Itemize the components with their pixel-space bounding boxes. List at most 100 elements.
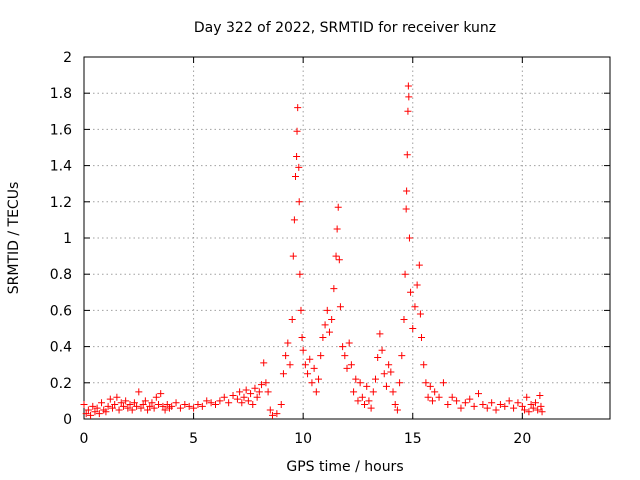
- y-tick-label: 0.2: [50, 376, 72, 392]
- data-point: [190, 404, 198, 412]
- data-point: [371, 375, 379, 383]
- data-point: [168, 402, 176, 410]
- data-point: [80, 401, 88, 409]
- data-point: [525, 408, 533, 416]
- data-point: [295, 163, 303, 171]
- data-point: [424, 393, 432, 401]
- data-point: [418, 334, 426, 342]
- data-point: [181, 401, 189, 409]
- data-point: [194, 401, 202, 409]
- data-point: [198, 402, 206, 410]
- data-point: [207, 399, 215, 407]
- data-point: [293, 127, 301, 135]
- data-point: [398, 352, 406, 360]
- data-point: [538, 408, 546, 416]
- data-point: [152, 393, 160, 401]
- data-point: [119, 402, 127, 410]
- data-point: [483, 404, 491, 412]
- data-point: [334, 203, 342, 211]
- data-point: [130, 399, 138, 407]
- data-point: [310, 364, 318, 372]
- data-points: [80, 82, 546, 419]
- y-axis-label: SRMTID / TECUs: [6, 182, 22, 295]
- data-point: [282, 352, 290, 360]
- y-tick-label: 1.2: [50, 195, 72, 211]
- data-point: [242, 386, 250, 394]
- data-point: [212, 401, 219, 409]
- data-point: [159, 402, 167, 410]
- data-point: [148, 399, 156, 407]
- data-point: [124, 404, 132, 412]
- chart-title: Day 322 of 2022, SRMTID for receiver kun…: [194, 20, 496, 36]
- data-point: [385, 361, 393, 369]
- data-point: [479, 401, 487, 409]
- data-point: [185, 402, 193, 410]
- data-point: [521, 406, 529, 414]
- data-point: [155, 401, 163, 409]
- data-point: [501, 402, 509, 410]
- data-point: [367, 404, 375, 412]
- data-point: [240, 393, 248, 401]
- data-point: [117, 399, 125, 407]
- data-point: [84, 406, 92, 414]
- data-point: [411, 303, 419, 311]
- data-point: [268, 411, 276, 419]
- data-point: [220, 393, 228, 401]
- data-point: [537, 402, 545, 410]
- data-point: [253, 393, 261, 401]
- data-point: [225, 399, 233, 407]
- data-point: [172, 399, 180, 407]
- data-point: [141, 397, 149, 405]
- data-point: [135, 388, 143, 396]
- data-point: [111, 401, 119, 409]
- data-point: [358, 393, 366, 401]
- data-point: [82, 410, 90, 418]
- data-point: [401, 270, 409, 278]
- data-point: [157, 390, 165, 398]
- data-point: [382, 382, 390, 390]
- x-tick-label: 15: [404, 431, 422, 447]
- data-point: [523, 393, 531, 401]
- data-point: [378, 346, 386, 354]
- data-point: [144, 406, 152, 414]
- data-point: [133, 402, 141, 410]
- data-point: [448, 393, 456, 401]
- x-axis-label: GPS time / hours: [286, 459, 403, 475]
- data-point: [89, 402, 97, 410]
- data-point: [376, 330, 384, 338]
- data-point: [299, 346, 307, 354]
- data-point: [115, 406, 123, 414]
- data-point: [439, 379, 447, 387]
- data-point: [369, 388, 377, 396]
- data-point: [288, 315, 296, 323]
- data-point: [126, 401, 134, 409]
- data-point: [104, 402, 112, 410]
- data-point: [420, 361, 428, 369]
- data-point: [266, 406, 274, 414]
- data-point: [247, 390, 255, 398]
- data-point: [534, 406, 542, 414]
- data-point: [529, 404, 537, 412]
- data-point: [255, 388, 263, 396]
- data-point: [87, 411, 95, 419]
- data-point: [531, 399, 539, 407]
- data-point: [297, 306, 305, 314]
- y-tick-label: 1.4: [50, 159, 72, 175]
- data-point: [361, 401, 369, 409]
- grid-lines: [84, 57, 610, 419]
- data-point: [306, 355, 314, 363]
- data-point: [296, 270, 304, 278]
- y-tick-label: 0.4: [50, 340, 72, 356]
- y-tick-label: 1.8: [50, 86, 72, 102]
- data-point: [216, 397, 224, 405]
- data-point: [122, 397, 130, 405]
- data-point: [93, 404, 101, 412]
- data-point: [298, 334, 306, 342]
- y-tick-label: 0: [63, 412, 72, 428]
- data-point: [262, 379, 270, 387]
- data-point: [291, 172, 299, 180]
- data-point: [405, 93, 413, 101]
- data-point: [319, 334, 327, 342]
- data-point: [426, 382, 434, 390]
